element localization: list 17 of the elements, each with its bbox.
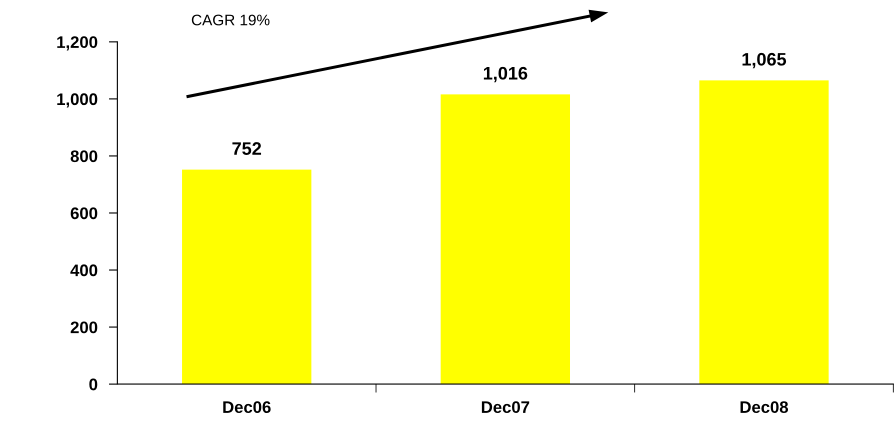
x-tick-label: Dec06 bbox=[223, 401, 271, 414]
x-tick-label: Dec07 bbox=[482, 401, 530, 414]
y-tick-label: 800 bbox=[70, 150, 98, 162]
y-tick-label: 1,000 bbox=[57, 93, 98, 108]
data-label: 752 bbox=[232, 142, 262, 155]
y-tick-label: 0 bbox=[89, 378, 98, 390]
x-tick-label: Dec08 bbox=[740, 401, 788, 414]
y-tick-label: 400 bbox=[70, 264, 98, 276]
text: CAGR 19% bbox=[192, 14, 270, 26]
y-tick-label: 200 bbox=[70, 321, 98, 334]
bar bbox=[182, 170, 312, 384]
bar bbox=[699, 80, 829, 384]
data-label: 1,016 bbox=[484, 66, 528, 82]
data-label: 1,065 bbox=[742, 52, 786, 68]
bar bbox=[440, 94, 570, 384]
y-tick-label: 600 bbox=[70, 207, 98, 220]
y-tick-label: 1,200 bbox=[57, 36, 98, 50]
